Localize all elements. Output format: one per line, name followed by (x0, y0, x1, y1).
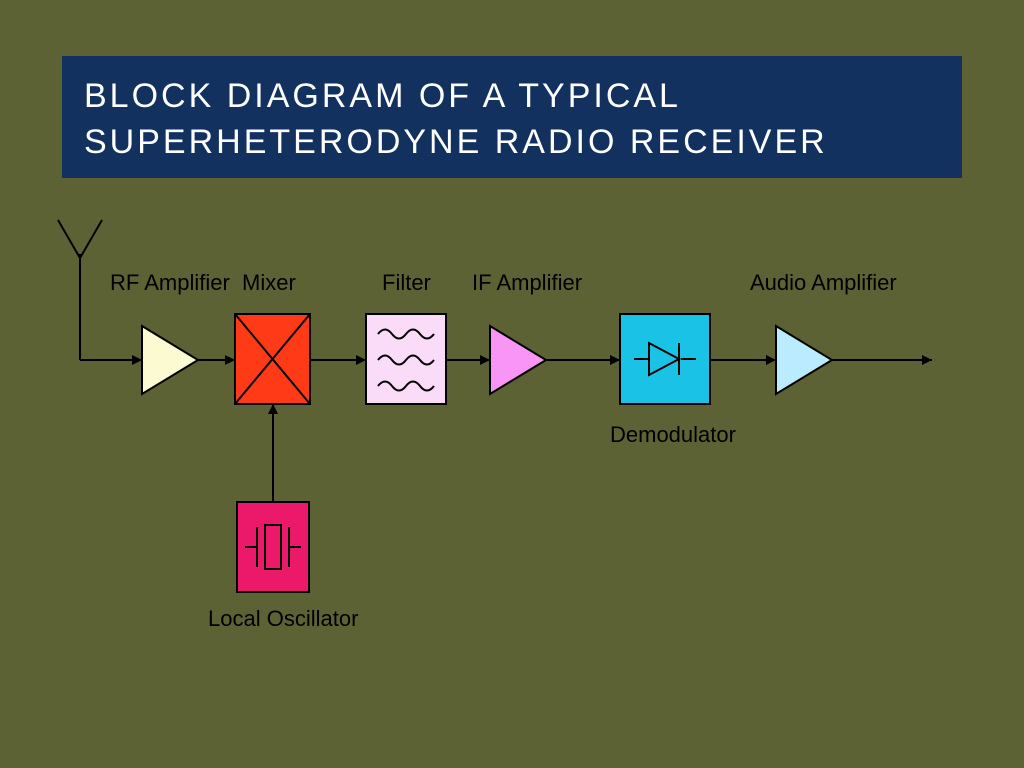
rf-amp-label: RF Amplifier (110, 270, 230, 296)
lo-label: Local Oscillator (208, 606, 358, 632)
page-title: BLOCK DIAGRAM OF A TYPICAL SUPERHETERODY… (84, 74, 962, 166)
audio-amp-label: Audio Amplifier (750, 270, 897, 296)
demod-label: Demodulator (610, 422, 736, 448)
mixer-label: Mixer (242, 270, 296, 296)
diagram-canvas: RF Amplifier Mixer Filter IF Amplifier D… (40, 210, 1000, 710)
if-amp-label: IF Amplifier (472, 270, 582, 296)
title-bar: BLOCK DIAGRAM OF A TYPICAL SUPERHETERODY… (62, 56, 962, 178)
filter-label: Filter (382, 270, 431, 296)
